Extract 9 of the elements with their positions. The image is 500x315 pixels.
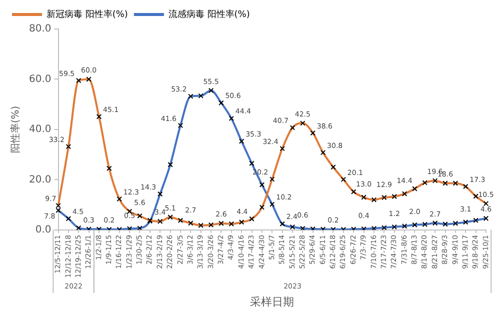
y-axis-title: 阳性率(%): [10, 106, 22, 154]
y-tick-label: 40.0: [29, 124, 52, 136]
y-tick-label: 80.0: [29, 24, 52, 35]
y-tick-label: 60.0: [29, 74, 52, 85]
y-tick-label: 0.0: [35, 224, 52, 236]
x-axis-title: 采样日期: [250, 295, 294, 308]
y-tick-label: 20.0: [29, 174, 52, 186]
legend-label: 新冠病毒 阳性率(%): [46, 8, 128, 20]
legend-label: 流感病毒 阳性率(%): [168, 8, 250, 20]
